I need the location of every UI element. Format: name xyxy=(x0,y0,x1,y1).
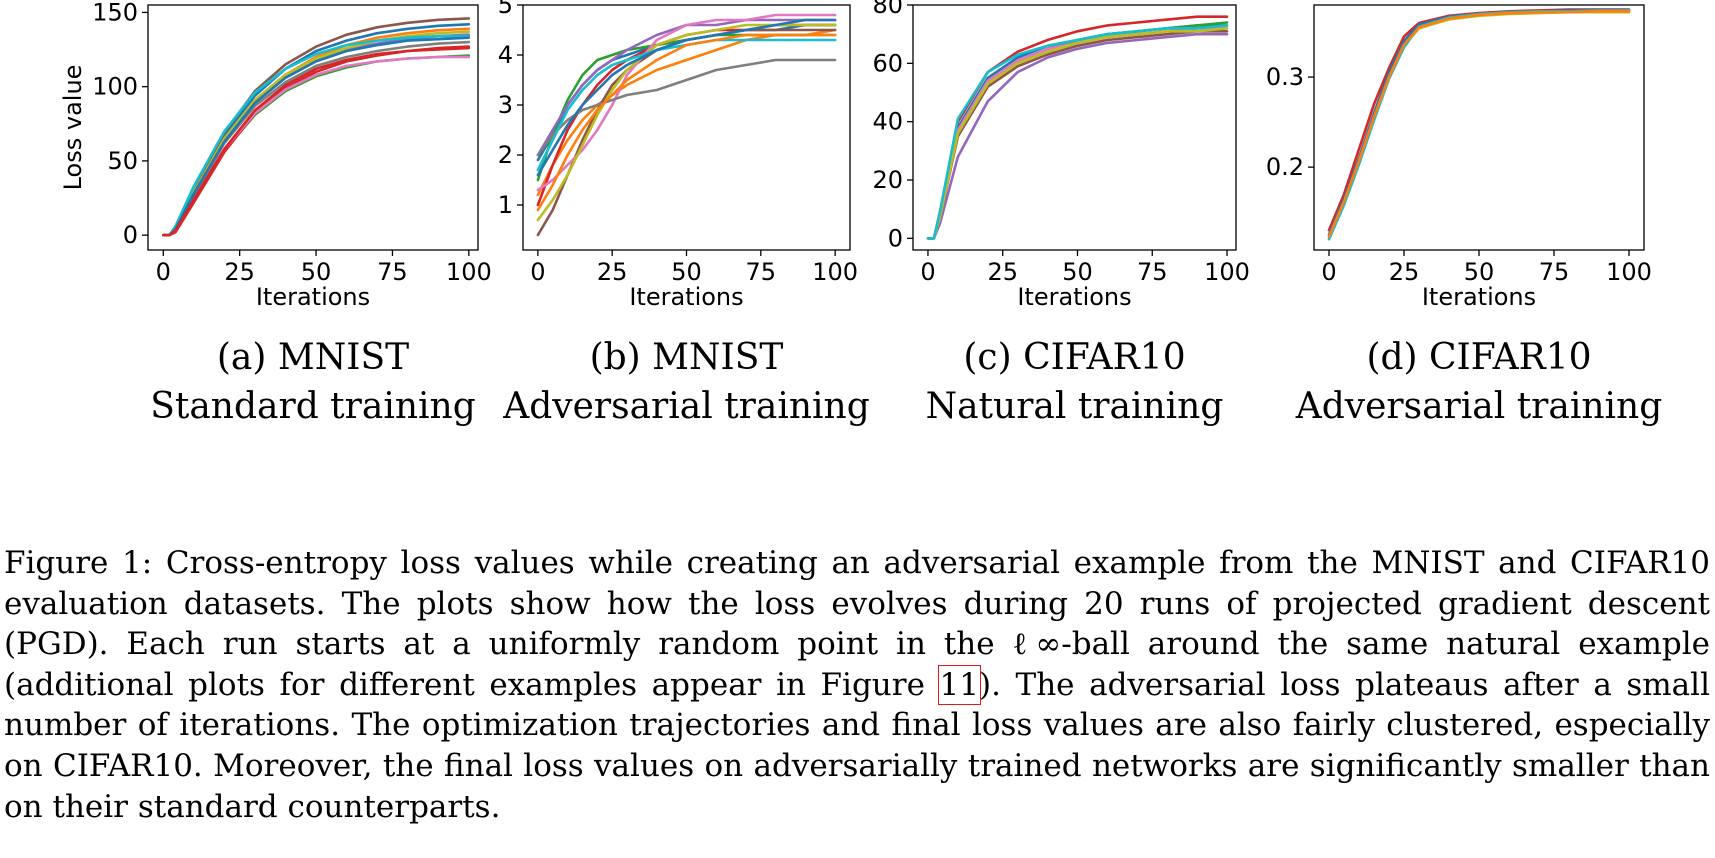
x-tick-label: 25 xyxy=(987,258,1018,286)
series-group xyxy=(926,15,1229,240)
y-tick-label: 5 xyxy=(498,0,513,19)
subcaption-line-1: (c) CIFAR10 xyxy=(963,337,1185,378)
series-line-10 xyxy=(162,34,471,237)
series-line-1 xyxy=(926,24,1229,240)
x-axis-label: Iterations xyxy=(256,283,370,311)
x-tick-label: 75 xyxy=(1137,258,1168,286)
caption-text: Figure 1: Cross-entropy loss values whil… xyxy=(4,545,1710,703)
y-tick-label: 0 xyxy=(888,224,903,252)
x-tick-label: 25 xyxy=(597,258,628,286)
y-tick-label: 0 xyxy=(123,221,138,249)
x-tick-label: 100 xyxy=(1204,258,1250,286)
figure-caption: Figure 1: Cross-entropy loss values whil… xyxy=(4,543,1710,827)
caption-text-end: ). The adversarial loss plateaus after a… xyxy=(4,666,1710,825)
chart-panel-2: 0 25 50 75 100 1 2 3 4 5 Iterations (b) MNIST Advers… xyxy=(498,0,870,427)
series-line-6 xyxy=(926,29,1229,240)
x-tick-label: 25 xyxy=(1389,258,1420,286)
series-group xyxy=(162,17,471,237)
series-line-5 xyxy=(926,32,1229,240)
y-tick-label: 40 xyxy=(872,108,903,136)
series-line-9 xyxy=(926,24,1229,240)
x-tick-label: 0 xyxy=(1321,258,1336,286)
y-tick-label: 3 xyxy=(498,91,513,119)
series-line-8 xyxy=(536,58,837,157)
x-axis-label: Iterations xyxy=(629,283,743,311)
y-tick-label: 2 xyxy=(498,141,513,169)
subcaption-line-1: (a) MNIST xyxy=(217,337,409,378)
x-tick-label: 100 xyxy=(1606,258,1652,286)
plot-frame xyxy=(147,4,479,251)
plot-frame xyxy=(1313,4,1645,251)
subcaption-line-2: Natural training xyxy=(926,386,1224,427)
x-tick-label: 0 xyxy=(156,258,171,286)
series-line-8 xyxy=(926,26,1229,240)
x-tick-label: 0 xyxy=(530,258,545,286)
x-tick-label: 75 xyxy=(1539,258,1570,286)
series-line-7 xyxy=(162,55,471,237)
y-axis-label: Loss value xyxy=(59,65,87,191)
series-line-5 xyxy=(1327,10,1631,238)
x-axis-label: Iterations xyxy=(1422,283,1536,311)
subcaption-line-1: (b) MNIST xyxy=(590,337,784,378)
x-tick-label: 50 xyxy=(671,258,702,286)
series-line-3 xyxy=(1327,10,1631,239)
y-tick-label: 4 xyxy=(498,41,513,69)
x-axis-label: Iterations xyxy=(1017,283,1131,311)
y-tick-label: 60 xyxy=(872,49,903,77)
series-line-4 xyxy=(536,23,837,207)
y-tick-label: 50 xyxy=(107,147,138,175)
x-tick-label: 50 xyxy=(1062,258,1093,286)
series-line-5 xyxy=(536,18,837,157)
series-line-9 xyxy=(536,23,837,222)
x-tick-label: 100 xyxy=(812,258,858,286)
subcaption-line-2: Standard training xyxy=(150,386,476,427)
series-line-2 xyxy=(536,28,837,197)
y-tick-label: 80 xyxy=(872,0,903,19)
x-tick-label: 75 xyxy=(377,258,408,286)
series-line-11 xyxy=(536,18,837,177)
x-tick-label: 25 xyxy=(224,258,255,286)
series-line-10 xyxy=(536,38,837,172)
series-group xyxy=(536,13,837,237)
figure-ref-link[interactable]: 11 xyxy=(937,664,982,705)
subcaption-line-1: (d) CIFAR10 xyxy=(1366,337,1591,378)
plot-frame xyxy=(912,4,1237,251)
chart-panel-4: 0 25 50 75 100 0.2 0.3 Iterations (d) CIFAR10 Adv… xyxy=(1266,4,1663,427)
y-tick-label: 1 xyxy=(498,191,513,219)
series-line-4 xyxy=(1327,9,1631,241)
y-tick-label: 20 xyxy=(872,166,903,194)
y-tick-label: 150 xyxy=(92,0,138,26)
y-tick-label: 0.3 xyxy=(1266,63,1304,91)
chart-panel-1: 0 25 50 75 100 0 50 100 150 Iterations Loss value (… xyxy=(59,0,492,427)
series-line-3 xyxy=(162,54,471,237)
x-tick-label: 50 xyxy=(1464,258,1495,286)
series-line-12 xyxy=(536,33,837,212)
subcaption-line-2: Adversarial training xyxy=(502,386,870,427)
series-line-7 xyxy=(926,26,1229,240)
series-group xyxy=(1327,8,1631,241)
x-tick-label: 0 xyxy=(920,258,935,286)
x-tick-label: 75 xyxy=(746,258,777,286)
x-tick-label: 100 xyxy=(446,258,492,286)
series-line-12 xyxy=(162,46,471,237)
chart-panel-3: 0 25 50 75 100 0 20 40 60 80 Iterations (c) CIFAR10… xyxy=(872,0,1249,427)
plot-frame xyxy=(522,4,851,251)
x-tick-label: 50 xyxy=(301,258,332,286)
y-tick-label: 100 xyxy=(92,73,138,101)
subcaption-line-2: Adversarial training xyxy=(1295,386,1663,427)
series-line-2 xyxy=(926,26,1229,240)
y-tick-label: 0.2 xyxy=(1266,153,1304,181)
